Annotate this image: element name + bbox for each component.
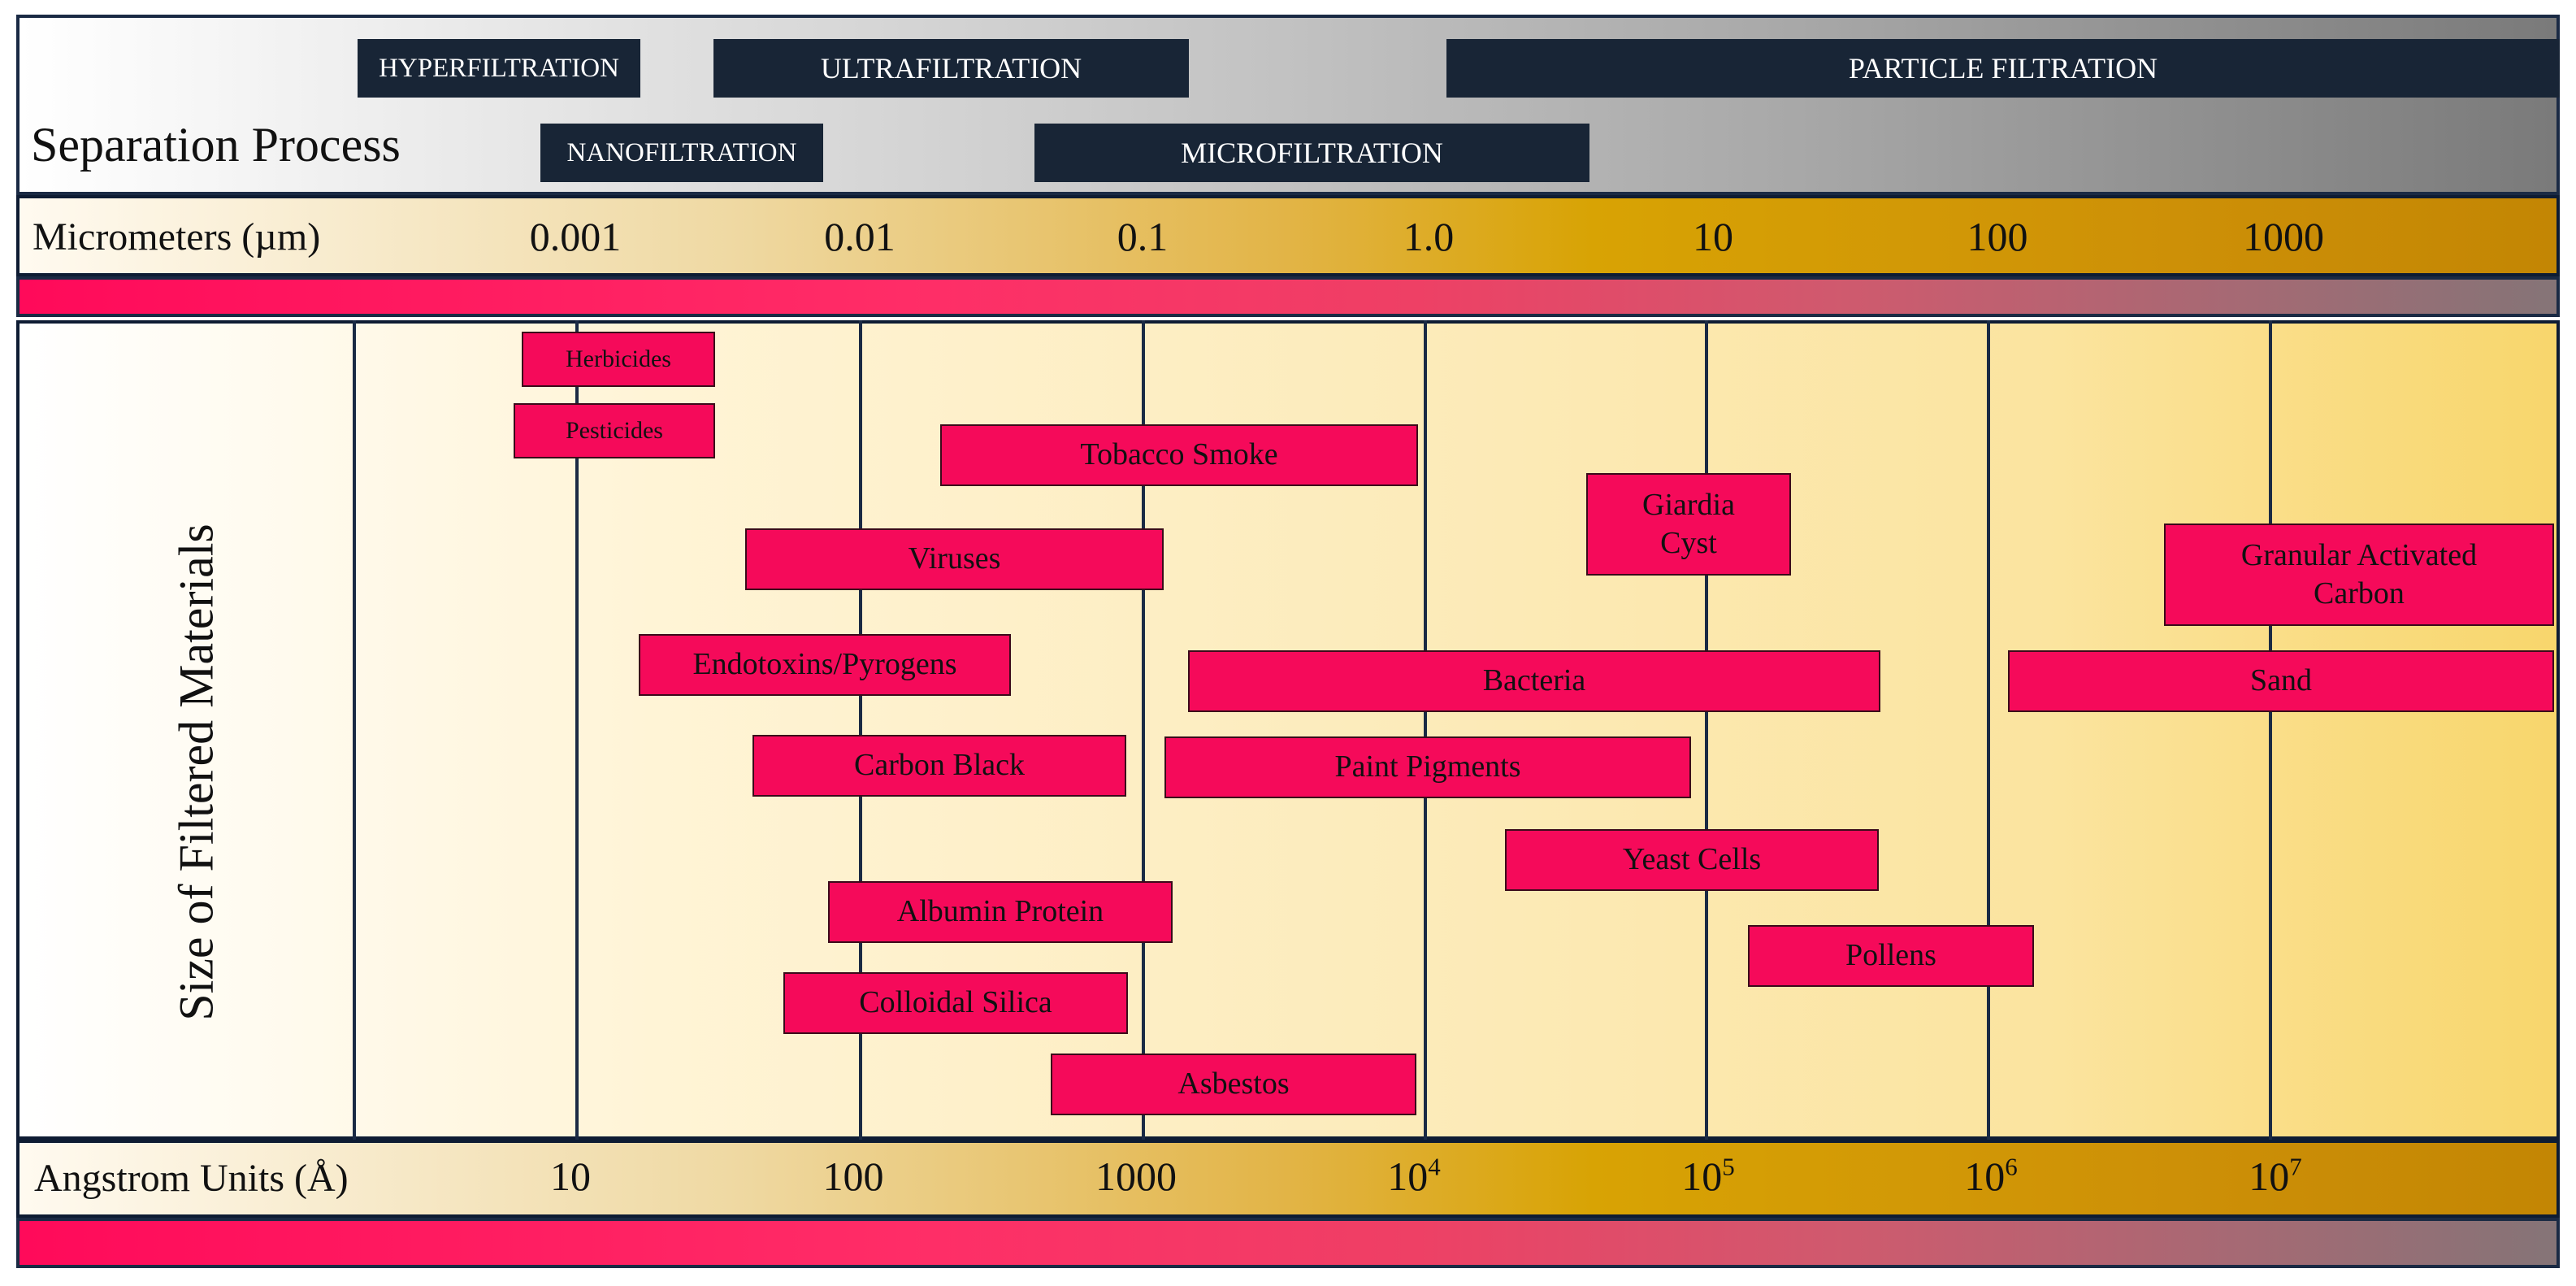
process-particle-filtration: PARTICLE FILTRATION <box>1446 39 2560 98</box>
process-hyperfiltration: HYPERFILTRATION <box>358 39 640 98</box>
angstrom-scale-label: Angstrom Units (Å) <box>34 1157 349 1200</box>
y-axis-title: Size of Filtered Materials <box>169 524 223 1021</box>
grid-line <box>2269 320 2272 1140</box>
angstrom-tick: 105 <box>1681 1152 1735 1199</box>
material-pollens: Pollens <box>1748 925 2034 987</box>
angstrom-tick: 104 <box>1387 1152 1441 1199</box>
material-granular-activated-carbon: Granular Activated Carbon <box>2164 524 2554 626</box>
angstrom-tick: 1000 <box>1095 1153 1177 1199</box>
process-ultrafiltration: ULTRAFILTRATION <box>713 39 1189 98</box>
micrometer-tick: 1.0 <box>1403 214 1455 259</box>
grid-line <box>1705 320 1708 1140</box>
separation-process-title: Separation Process <box>31 118 401 172</box>
upper-accent-strip <box>16 276 2560 317</box>
micrometer-tick: 1000 <box>2243 214 2324 259</box>
material-pesticides: Pesticides <box>514 403 715 458</box>
grid-line <box>575 320 579 1140</box>
angstrom-tick: 107 <box>2249 1152 2302 1199</box>
angstrom-tick: 106 <box>1964 1152 2018 1199</box>
grid-line <box>353 320 356 1140</box>
material-albumin-protein: Albumin Protein <box>828 881 1173 943</box>
micrometer-scale-label: Micrometers (µm) <box>33 215 321 259</box>
material-endotoxins-pyrogens: Endotoxins/Pyrogens <box>639 634 1011 696</box>
material-tobacco-smoke: Tobacco Smoke <box>940 424 1418 486</box>
material-sand: Sand <box>2008 650 2554 712</box>
material-yeast-cells: Yeast Cells <box>1505 829 1879 891</box>
grid-line <box>859 320 862 1140</box>
material-viruses: Viruses <box>745 528 1164 590</box>
material-bacteria: Bacteria <box>1188 650 1880 712</box>
grid-line <box>1987 320 1990 1140</box>
grid-line <box>1424 320 1427 1140</box>
material-carbon-black: Carbon Black <box>752 735 1126 797</box>
micrometer-tick: 10 <box>1693 214 1733 259</box>
grid-line <box>1142 320 1145 1140</box>
material-asbestos: Asbestos <box>1051 1054 1416 1115</box>
angstrom-scale-band <box>16 1140 2560 1218</box>
material-paint-pigments: Paint Pigments <box>1164 736 1691 798</box>
material-giardia-cyst: Giardia Cyst <box>1586 473 1791 576</box>
process-microfiltration: MICROFILTRATION <box>1034 124 1589 182</box>
material-herbicides: Herbicides <box>522 332 715 387</box>
micrometer-tick: 0.01 <box>824 214 896 259</box>
process-nanofiltration: NANOFILTRATION <box>540 124 823 182</box>
lower-accent-strip <box>16 1218 2560 1268</box>
micrometer-scale-band <box>16 195 2560 276</box>
micrometer-tick: 0.1 <box>1117 214 1169 259</box>
material-colloidal-silica: Colloidal Silica <box>783 972 1128 1034</box>
angstrom-tick: 10 <box>550 1153 591 1199</box>
angstrom-tick: 100 <box>822 1153 884 1199</box>
micrometer-tick: 0.001 <box>529 214 622 259</box>
micrometer-tick: 100 <box>1967 214 2028 259</box>
